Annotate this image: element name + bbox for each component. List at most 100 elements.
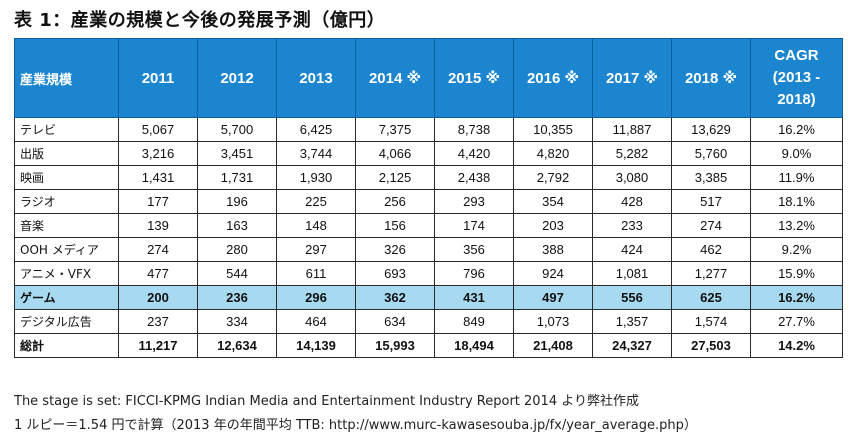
cagr-cell: 27.7% xyxy=(750,309,843,334)
table-cell: 256 xyxy=(355,189,435,214)
table-cell: 1,357 xyxy=(592,309,672,334)
table-cell: 334 xyxy=(197,309,277,334)
table-cell: 5,067 xyxy=(118,117,198,142)
table-cell: 203 xyxy=(513,213,593,238)
table-cell: 14,139 xyxy=(276,333,356,358)
table-cell: 4,420 xyxy=(434,141,514,166)
cagr-cell: 9.2% xyxy=(750,237,843,262)
row-label: デジタル広告 xyxy=(14,309,119,334)
industry-size-table: 産業規模 2011 2012 2013 2014 ※ 2015 ※ 2016 ※… xyxy=(14,38,843,358)
table-cell: 4,820 xyxy=(513,141,593,166)
table-cell: 8,738 xyxy=(434,117,514,142)
table-cell: 326 xyxy=(355,237,435,262)
table-row: 映画 1,431 1,731 1,930 2,125 2,438 2,792 3,080 3,3… xyxy=(14,165,843,190)
table-cell: 634 xyxy=(355,309,435,334)
row-label: ラジオ xyxy=(14,189,119,214)
table-cell: 3,080 xyxy=(592,165,672,190)
table-cell: 517 xyxy=(671,189,751,214)
table-cell: 924 xyxy=(513,261,593,286)
header-year: 2016 ※ xyxy=(513,38,593,118)
cagr-cell: 13.2% xyxy=(750,213,843,238)
table-cell: 1,731 xyxy=(197,165,277,190)
table-cell: 2,438 xyxy=(434,165,514,190)
table-cell: 2,792 xyxy=(513,165,593,190)
table-row: デジタル広告 237 334 464 634 849 1,073 1,357 1,574 27.7… xyxy=(14,309,843,334)
table-cell: 293 xyxy=(434,189,514,214)
table-cell: 477 xyxy=(118,261,198,286)
table-title: 表 1：産業の規模と今後の発展予測（億円） xyxy=(14,10,386,31)
row-label: 音楽 xyxy=(14,213,119,238)
table-cell: 163 xyxy=(197,213,277,238)
table-cell: 3,385 xyxy=(671,165,751,190)
table-cell: 1,073 xyxy=(513,309,593,334)
table-row: アニメ・VFX 477 544 611 693 796 924 1,081 1,277 15.9% xyxy=(14,261,843,286)
table-cell: 6,425 xyxy=(276,117,356,142)
cagr-cell: 15.9% xyxy=(750,261,843,286)
table-cell: 1,431 xyxy=(118,165,198,190)
row-label: OOH メディア xyxy=(14,237,119,262)
table-cell: 693 xyxy=(355,261,435,286)
header-year: 2011 xyxy=(118,38,198,118)
table-row: 総計 11,217 12,634 14,139 15,993 18,494 21,408 24… xyxy=(14,333,843,358)
table-cell: 174 xyxy=(434,213,514,238)
table-cell: 13,629 xyxy=(671,117,751,142)
header-year: 2014 ※ xyxy=(355,38,435,118)
source-note: The stage is set: FICCI-KPMG Indian Medi… xyxy=(14,394,639,409)
table-cell: 11,217 xyxy=(118,333,198,358)
table-cell: 556 xyxy=(592,285,672,310)
table-cell: 431 xyxy=(434,285,514,310)
table-cell: 280 xyxy=(197,237,277,262)
table-cell: 849 xyxy=(434,309,514,334)
table-cell: 1,081 xyxy=(592,261,672,286)
header-cagr-line: CAGR xyxy=(774,47,819,64)
cagr-cell: 16.2% xyxy=(750,117,843,142)
table-cell: 354 xyxy=(513,189,593,214)
table-cell: 428 xyxy=(592,189,672,214)
table-cell: 362 xyxy=(355,285,435,310)
table-cell: 139 xyxy=(118,213,198,238)
row-label: アニメ・VFX xyxy=(14,261,119,286)
table-cell: 4,066 xyxy=(355,141,435,166)
header-year: 2012 xyxy=(197,38,277,118)
table-cell: 225 xyxy=(276,189,356,214)
header-year: 2013 xyxy=(276,38,356,118)
row-label: ゲーム xyxy=(14,285,119,310)
table-cell: 10,355 xyxy=(513,117,593,142)
table-row: 音楽 139 163 148 156 174 203 233 274 13.2% xyxy=(14,213,843,238)
table-cell: 236 xyxy=(197,285,277,310)
header-year: 2015 ※ xyxy=(434,38,514,118)
table-cell: 156 xyxy=(355,213,435,238)
table-cell: 27,503 xyxy=(671,333,751,358)
table-row: ゲーム 200 236 296 362 431 497 556 625 16.2% xyxy=(14,285,843,310)
table-row: 出版 3,216 3,451 3,744 4,066 4,420 4,820 5,282 5,7… xyxy=(14,141,843,166)
cagr-cell: 18.1% xyxy=(750,189,843,214)
table-cell: 3,216 xyxy=(118,141,198,166)
table-cell: 5,282 xyxy=(592,141,672,166)
table-cell: 388 xyxy=(513,237,593,262)
row-label: 出版 xyxy=(14,141,119,166)
row-label: 総計 xyxy=(14,333,119,358)
table-cell: 1,574 xyxy=(671,309,751,334)
table-cell: 611 xyxy=(276,261,356,286)
table-cell: 237 xyxy=(118,309,198,334)
table-cell: 274 xyxy=(118,237,198,262)
table-cell: 544 xyxy=(197,261,277,286)
table-cell: 5,760 xyxy=(671,141,751,166)
table-cell: 462 xyxy=(671,237,751,262)
table-cell: 7,375 xyxy=(355,117,435,142)
header-year: 2018 ※ xyxy=(671,38,751,118)
header-year: 2017 ※ xyxy=(592,38,672,118)
table-cell: 11,887 xyxy=(592,117,672,142)
cagr-cell: 9.0% xyxy=(750,141,843,166)
header-industry: 産業規模 xyxy=(14,38,119,118)
cagr-cell: 11.9% xyxy=(750,165,843,190)
header-cagr-line: (2013 - xyxy=(772,69,821,86)
cagr-cell: 14.2% xyxy=(750,333,843,358)
table-cell: 24,327 xyxy=(592,333,672,358)
cagr-cell: 16.2% xyxy=(750,285,843,310)
exchange-rate-note: 1 ルピー＝1.54 円で計算（2013 年の年間平均 TTB: http://… xyxy=(14,418,697,433)
table-cell: 5,700 xyxy=(197,117,277,142)
table-cell: 296 xyxy=(276,285,356,310)
table-cell: 196 xyxy=(197,189,277,214)
table-cell: 274 xyxy=(671,213,751,238)
